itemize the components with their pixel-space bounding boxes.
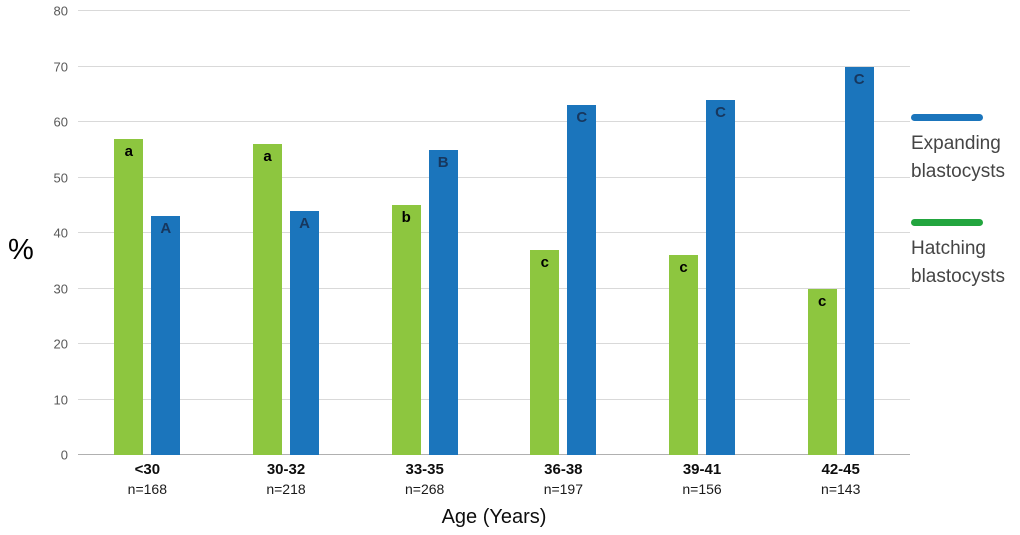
- bar-hatching-blastocysts: b: [391, 205, 421, 455]
- bar-hatching-blastocysts: c: [807, 288, 837, 455]
- y-gridline: [78, 343, 910, 344]
- y-gridline: [78, 10, 910, 11]
- category-label: 36-38: [544, 461, 583, 478]
- y-tick-label: 80: [53, 3, 68, 19]
- n-count-label: n=168: [127, 481, 167, 497]
- bar-expanding-blastocysts: A: [151, 216, 181, 455]
- x-category-cell: 33-35 n=268: [355, 461, 494, 497]
- bar-significance-letter: b: [401, 209, 411, 227]
- x-category-cell: 39-41 n=156: [633, 461, 772, 497]
- legend-label-expanding-blastocysts: Expanding blastocysts: [911, 133, 1005, 182]
- bar-significance-letter: C: [715, 103, 726, 121]
- y-tick-label: 40: [53, 225, 68, 241]
- bar-expanding-blastocysts: C: [567, 105, 597, 455]
- bar-significance-letter: C: [576, 109, 588, 127]
- y-tick-label: 10: [53, 392, 68, 407]
- y-tick-label: 70: [53, 59, 68, 74]
- y-gridline: [78, 65, 910, 67]
- legend-label-hatching-blastocysts: Hatching blastocysts: [911, 238, 1005, 287]
- bar-expanding-blastocysts: A: [290, 210, 319, 455]
- n-count-label: n=156: [682, 481, 722, 497]
- legend-swatch-hatching-blastocysts: [911, 219, 983, 227]
- bar-significance-letter: A: [299, 214, 310, 232]
- gridline-layer: 0 10 20 30 40 50 60 70 80: [54, 4, 910, 463]
- n-count-label: n=268: [405, 481, 445, 497]
- bar-significance-letter: c: [818, 292, 827, 310]
- legend-item-hatching-blastocysts: Hatching blastocysts: [911, 219, 1018, 290]
- n-count-label: n=218: [266, 481, 306, 497]
- y-tick-label: 0: [60, 447, 68, 463]
- bar-significance-letter: B: [437, 153, 449, 171]
- bar-significance-letter: C: [853, 70, 865, 88]
- n-count-label: n=143: [821, 481, 861, 497]
- y-tick-label: 20: [53, 336, 68, 352]
- y-axis-label: %: [8, 234, 34, 266]
- bar-hatching-blastocysts: c: [530, 249, 560, 455]
- x-category-cell: <30 n=168: [78, 461, 217, 497]
- bar-expanding-blastocysts: B: [428, 149, 458, 455]
- category-label: 33-35: [405, 461, 444, 478]
- x-axis-title: Age (Years): [441, 506, 547, 528]
- bar-hatching-blastocysts: a: [253, 144, 282, 455]
- bar-hatching-blastocysts: a: [114, 138, 144, 455]
- x-category-cell: 36-38 n=197: [494, 461, 633, 497]
- bar-significance-letter: c: [540, 253, 550, 271]
- bar-significance-letter: a: [263, 148, 272, 166]
- x-category-labels: <30 n=168 30-32 n=218 33-35 n=268 36-38 n=197 39…: [78, 461, 910, 497]
- n-count-label: n=197: [543, 481, 584, 497]
- bar-hatching-blastocysts: c: [669, 255, 699, 455]
- category-label: 42-45: [821, 461, 860, 478]
- category-label: <30: [134, 461, 161, 478]
- y-tick-label: 50: [53, 170, 68, 185]
- y-gridline: [78, 287, 910, 289]
- category-label: 30-32: [266, 461, 306, 478]
- y-gridline: [78, 121, 910, 122]
- y-tick-label: 30: [53, 281, 68, 296]
- category-label: 39-41: [682, 461, 722, 478]
- y-gridline: [78, 176, 910, 178]
- y-gridline: [78, 454, 910, 455]
- y-tick-label: 60: [53, 114, 68, 130]
- y-gridline: [78, 398, 910, 400]
- legend-item-expanding-blastocysts: Expanding blastocysts: [911, 114, 1018, 185]
- legend: Expanding blastocysts Hatching blastocyst…: [911, 114, 1018, 324]
- bar-significance-letter: c: [679, 259, 688, 277]
- y-gridline: [78, 232, 910, 233]
- bar-significance-letter: a: [124, 142, 133, 160]
- x-category-cell: 30-32 n=218: [217, 461, 356, 497]
- legend-swatch-expanding-blastocysts: [911, 114, 983, 121]
- x-category-cell: 42-45 n=143: [771, 461, 910, 497]
- bar-expanding-blastocysts: C: [706, 99, 736, 455]
- bar-expanding-blastocysts: C: [844, 66, 874, 455]
- bar-significance-letter: A: [160, 220, 172, 238]
